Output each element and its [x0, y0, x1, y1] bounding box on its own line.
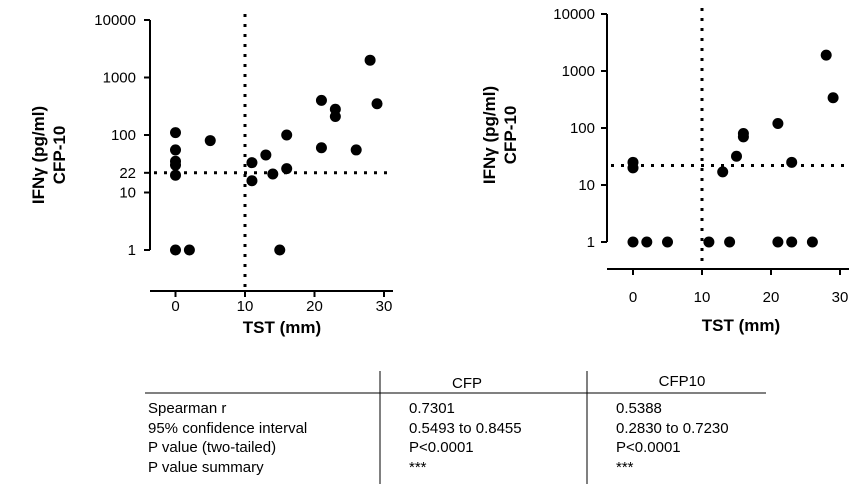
left-data-point — [170, 169, 181, 181]
right-x-tick-label: 30 — [832, 289, 849, 306]
table-cell-cfp: 0.5493 to 0.8455 — [409, 420, 522, 437]
right-y-tick-label: 10 — [578, 177, 595, 194]
stats-table: CFP CFP10 Spearman r 0.7301 0.5388 95% con… — [145, 371, 766, 484]
right-x-tick-label: 10 — [694, 289, 711, 306]
left-data-point — [315, 94, 327, 106]
left-xlabel: TST (mm) — [243, 318, 321, 337]
left-data-point — [281, 163, 293, 175]
left-x-ticks: 0 10 20 30 — [171, 291, 392, 315]
right-data-points — [627, 49, 839, 248]
left-data-point — [246, 157, 258, 169]
left-ylabel-line1: IFNγ (pg/ml) — [29, 106, 48, 204]
right-data-point — [731, 150, 742, 162]
left-data-point — [170, 144, 181, 156]
left-scatter-panel: 1 10 22 100 1000 10000 0 10 20 30 IFNγ (pg/ml) C… — [29, 12, 393, 337]
right-y-tick-label: 1000 — [562, 63, 595, 80]
right-y-ticks: 1 10 100 1000 10000 — [553, 6, 607, 251]
right-x-tick-label: 0 — [629, 289, 637, 306]
table-cell-cfp: P<0.0001 — [409, 439, 474, 456]
left-data-points — [170, 54, 383, 256]
left-data-point — [260, 149, 272, 161]
left-y-ticks: 1 10 22 100 1000 10000 — [94, 12, 150, 259]
right-xlabel: TST (mm) — [702, 316, 780, 335]
right-data-point — [627, 236, 639, 248]
left-x-tick-label: 10 — [237, 298, 254, 315]
table-cell-cfp: 0.7301 — [409, 400, 455, 417]
left-y-tick-label: 22 — [119, 165, 136, 182]
left-y-tick-label: 100 — [111, 127, 136, 144]
left-x-tick-label: 30 — [376, 298, 393, 315]
right-x-ticks: 0 10 20 30 — [629, 269, 849, 306]
right-y-tick-label: 100 — [570, 120, 595, 137]
table-row-label: P value (two-tailed) — [148, 439, 276, 456]
right-data-point — [786, 236, 798, 248]
left-x-tick-label: 20 — [306, 298, 323, 315]
right-ylabel-line2: CFP-10 — [501, 106, 520, 165]
table-header-cfp10: CFP10 — [659, 373, 706, 390]
right-data-point — [627, 162, 639, 174]
right-data-point — [662, 236, 673, 248]
left-y-tick-label: 1000 — [103, 70, 136, 87]
table-cell-cfp10: P<0.0001 — [616, 439, 681, 456]
right-ylabel-line1: IFNγ (pg/ml) — [480, 86, 499, 184]
left-data-point — [246, 175, 258, 187]
right-data-point — [786, 156, 798, 168]
left-y-tick-label: 10 — [119, 185, 136, 202]
left-y-tick-label: 10000 — [94, 12, 136, 29]
left-x-tick-label: 0 — [171, 298, 179, 315]
table-cell-cfp10: 0.2830 to 0.7230 — [616, 420, 729, 437]
right-data-point — [820, 49, 832, 61]
table-cell-cfp: *** — [409, 459, 427, 476]
left-ylabel-line2: CFP-10 — [50, 126, 69, 185]
right-x-tick-label: 20 — [763, 289, 780, 306]
right-cutoff-lines — [611, 8, 847, 267]
right-y-tick-label: 1 — [587, 234, 595, 251]
right-scatter-panel: 1 10 100 1000 10000 0 10 20 30 IFNγ (pg/ml) CFP… — [480, 6, 849, 335]
right-data-point — [772, 236, 784, 248]
table-row-label: P value summary — [148, 459, 264, 476]
table-cell-cfp10: *** — [616, 459, 634, 476]
left-data-point — [274, 244, 286, 256]
left-data-point — [315, 142, 327, 154]
right-y-tick-label: 10000 — [553, 6, 595, 23]
right-data-point — [737, 131, 749, 143]
left-data-point — [170, 244, 181, 256]
right-data-point — [703, 236, 715, 248]
right-data-point — [717, 166, 729, 178]
right-data-point — [724, 236, 736, 248]
right-data-point — [641, 236, 653, 248]
right-data-point — [827, 92, 839, 104]
table-row-label: 95% confidence interval — [148, 420, 307, 437]
left-data-point — [170, 127, 181, 139]
right-data-point — [806, 236, 818, 248]
left-data-point — [183, 244, 195, 256]
left-y-tick-label: 1 — [128, 242, 136, 259]
left-data-point — [350, 144, 362, 156]
right-data-point — [772, 117, 784, 129]
left-data-point — [371, 98, 383, 110]
table-cell-cfp10: 0.5388 — [616, 400, 662, 417]
left-data-point — [170, 159, 181, 171]
table-row-label: Spearman r — [148, 400, 226, 417]
left-data-point — [364, 54, 376, 66]
table-header-cfp: CFP — [452, 375, 482, 392]
left-data-point — [281, 129, 293, 141]
left-data-point — [329, 110, 341, 122]
left-data-point — [267, 168, 279, 180]
left-data-point — [204, 135, 216, 147]
table-rows: Spearman r 0.7301 0.5388 95% confidence in… — [148, 400, 729, 476]
